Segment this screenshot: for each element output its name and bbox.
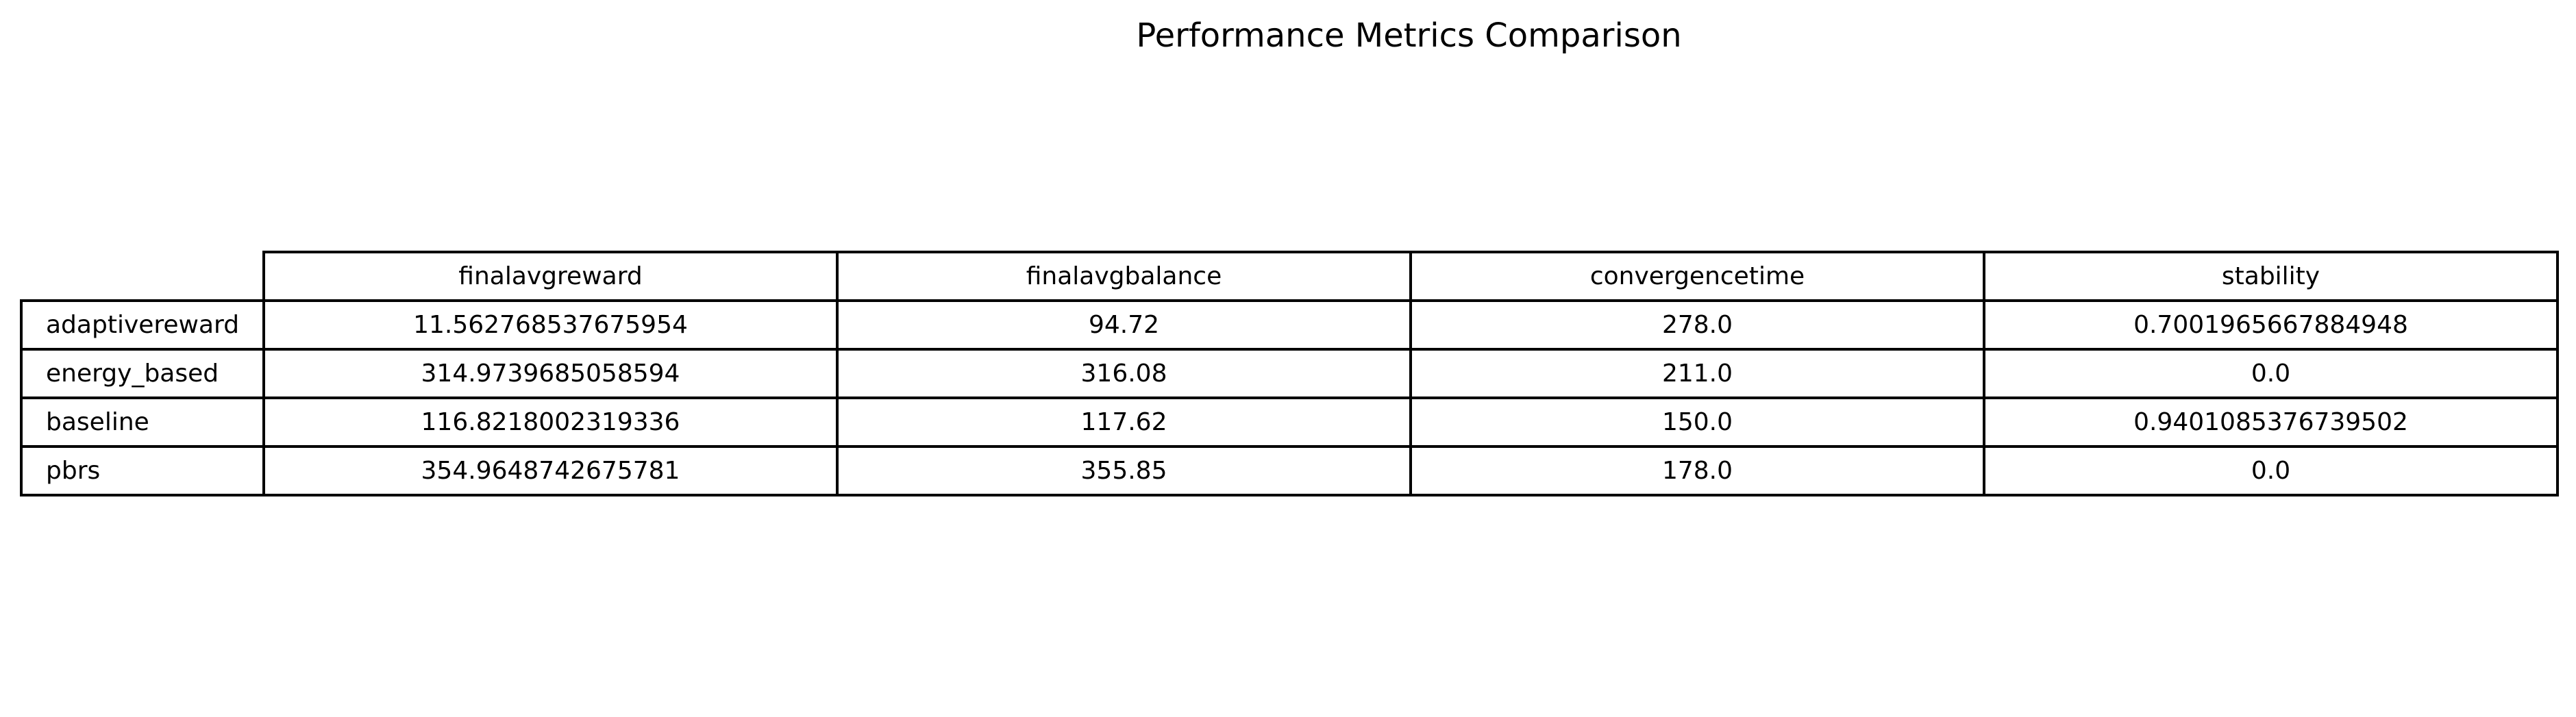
row-label: pbrs xyxy=(20,445,265,496)
row-label: adaptivereward xyxy=(20,299,265,351)
table-corner xyxy=(21,252,265,302)
table-cell: 116.8218002319336 xyxy=(262,397,839,448)
column-header: convergencetime xyxy=(1409,251,1985,302)
table-row: adaptivereward 11.562768537675954 94.72 … xyxy=(20,299,2559,351)
table-cell: 314.9739685058594 xyxy=(262,348,839,399)
column-header: finalavgreward xyxy=(262,251,839,302)
row-label: energy_based xyxy=(20,348,265,399)
chart-title: Performance Metrics Comparison xyxy=(1136,16,1682,55)
table-cell: 278.0 xyxy=(1409,299,1985,351)
table-cell: 11.562768537675954 xyxy=(262,299,839,351)
table-row: baseline 116.8218002319336 117.62 150.0 … xyxy=(20,397,2559,448)
table-cell: 211.0 xyxy=(1409,348,1985,399)
table-cell: 0.0 xyxy=(1983,348,2559,399)
table-cell: 0.9401085376739502 xyxy=(1983,397,2559,448)
table-cell: 178.0 xyxy=(1409,445,1985,496)
table-cell: 355.85 xyxy=(836,445,1412,496)
table-cell: 150.0 xyxy=(1409,397,1985,448)
column-header: stability xyxy=(1983,251,2559,302)
table-cell: 316.08 xyxy=(836,348,1412,399)
table-cell: 354.9648742675781 xyxy=(262,445,839,496)
metrics-table: finalavgreward finalavgbalance convergen… xyxy=(20,251,2559,496)
table-row: energy_based 314.9739685058594 316.08 21… xyxy=(20,348,2559,399)
table-cell: 94.72 xyxy=(836,299,1412,351)
table-cell: 0.7001965667884948 xyxy=(1983,299,2559,351)
table-cell: 0.0 xyxy=(1983,445,2559,496)
table-cell: 117.62 xyxy=(836,397,1412,448)
header-row: finalavgreward finalavgbalance convergen… xyxy=(21,251,2559,302)
row-label: baseline xyxy=(20,397,265,448)
column-header: finalavgbalance xyxy=(836,251,1412,302)
table-row: pbrs 354.9648742675781 355.85 178.0 0.0 xyxy=(20,445,2559,496)
